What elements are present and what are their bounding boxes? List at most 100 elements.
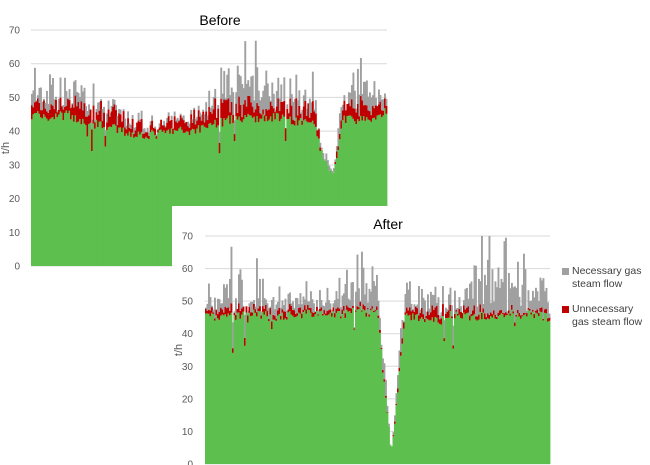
bar-necessary-after [286, 310, 288, 317]
y-axis-label-before: t/h [0, 142, 12, 154]
bar-base-before [380, 117, 383, 266]
bar-unnecessary-after [457, 313, 459, 316]
bar-necessary-before [131, 114, 134, 119]
bar-necessary-before [361, 93, 364, 101]
bar-base-before [122, 127, 125, 266]
bar-base-after [455, 311, 458, 464]
bar-necessary-after [211, 305, 213, 308]
bar-base-before [295, 117, 298, 266]
bar-unnecessary-after [533, 314, 536, 319]
bar-necessary-after [329, 303, 332, 310]
bar-unnecessary-after [377, 315, 380, 318]
bar-necessary-after [338, 277, 341, 309]
bar-unnecessary-after [304, 305, 306, 311]
bar-unnecessary-after [340, 316, 342, 319]
bar-unnecessary-after [278, 307, 281, 314]
bar-unnecessary-after [374, 310, 377, 312]
bar-base-after [487, 318, 489, 464]
bar-base-before [205, 127, 208, 266]
bar-base-after [445, 317, 447, 464]
y-tick-label-after-50: 50 [182, 297, 194, 308]
bar-necessary-before [377, 89, 380, 105]
bar-unnecessary-before [106, 122, 109, 131]
bar-base-before [217, 125, 220, 266]
bar-unnecessary-after [547, 318, 549, 322]
bar-unnecessary-before [164, 127, 167, 134]
bar-unnecessary-before [107, 109, 110, 128]
bar-necessary-after [323, 306, 326, 311]
bar-necessary-after [458, 297, 461, 309]
bar-base-before [260, 118, 263, 266]
bar-necessary-after [304, 299, 306, 306]
bar-necessary-before [89, 108, 92, 110]
bar-necessary-before [290, 94, 293, 106]
bar-unnecessary-before [353, 108, 356, 122]
bar-base-after [508, 313, 510, 464]
bar-necessary-after [289, 292, 291, 304]
bar-necessary-after [293, 307, 296, 311]
bar-unnecessary-before [232, 114, 235, 124]
bar-necessary-after [386, 405, 389, 412]
bar-unnecessary-before [149, 125, 152, 133]
bar-unnecessary-before [238, 96, 241, 117]
bar-necessary-after [278, 286, 281, 308]
bar-necessary-after [335, 291, 338, 309]
bar-base-after [346, 309, 348, 464]
bar-necessary-before [250, 76, 253, 103]
bar-necessary-before [230, 87, 233, 102]
bar-base-before [41, 118, 44, 266]
bar-base-before [317, 138, 320, 266]
bar-unnecessary-before [235, 103, 238, 117]
bar-base-before [305, 121, 308, 266]
bar-necessary-after [502, 282, 504, 314]
bar-unnecessary-after [530, 312, 533, 315]
bar-base-before [307, 122, 310, 267]
bar-base-before [113, 124, 116, 267]
bar-necessary-after [503, 241, 506, 314]
bar-unnecessary-after [503, 313, 506, 318]
bar-necessary-after [436, 303, 438, 306]
bar-base-before [371, 118, 374, 266]
bar-base-after [416, 314, 419, 464]
bar-base-before [176, 130, 179, 266]
bar-necessary-before [373, 81, 376, 109]
bar-unnecessary-before [136, 122, 139, 137]
bar-necessary-after [250, 301, 252, 313]
bar-necessary-before [47, 103, 50, 113]
bar-necessary-before [205, 102, 208, 112]
bar-unnecessary-after [527, 307, 530, 310]
bar-unnecessary-before [151, 120, 154, 130]
bar-base-before [251, 117, 254, 266]
bar-base-after [479, 312, 482, 464]
bar-necessary-before [112, 99, 115, 107]
bar-unnecessary-before [110, 111, 113, 128]
bar-base-after [437, 322, 440, 464]
bar-unnecessary-before [346, 104, 349, 116]
bar-unnecessary-before [202, 111, 205, 125]
bar-base-after [334, 317, 336, 464]
bar-unnecessary-after [542, 318, 545, 321]
bar-necessary-before [32, 90, 35, 108]
bar-unnecessary-before [55, 99, 57, 114]
bar-necessary-before [287, 112, 290, 114]
bar-unnecessary-after [280, 315, 282, 320]
bar-base-before [250, 115, 253, 267]
bar-unnecessary-after [325, 313, 327, 316]
bar-base-after [428, 320, 431, 464]
bar-unnecessary-after [329, 309, 332, 313]
y-tick-label-before-0: 0 [14, 262, 20, 273]
bar-unnecessary-before [154, 128, 157, 136]
bar-base-after [269, 314, 272, 464]
bar-unnecessary-before [380, 110, 383, 118]
bar-unnecessary-before [103, 112, 106, 128]
bar-base-after [338, 311, 341, 464]
bar-necessary-before [146, 127, 149, 133]
bar-base-before [80, 124, 83, 267]
legend-label-unnecessary: Unnecessary gas steam flow [572, 303, 643, 328]
bar-necessary-after [383, 363, 386, 380]
bar-base-after [544, 312, 546, 464]
bar-unnecessary-after [406, 307, 408, 314]
bar-base-before [133, 137, 136, 266]
bar-base-after [478, 319, 480, 464]
bar-necessary-after [310, 291, 312, 308]
